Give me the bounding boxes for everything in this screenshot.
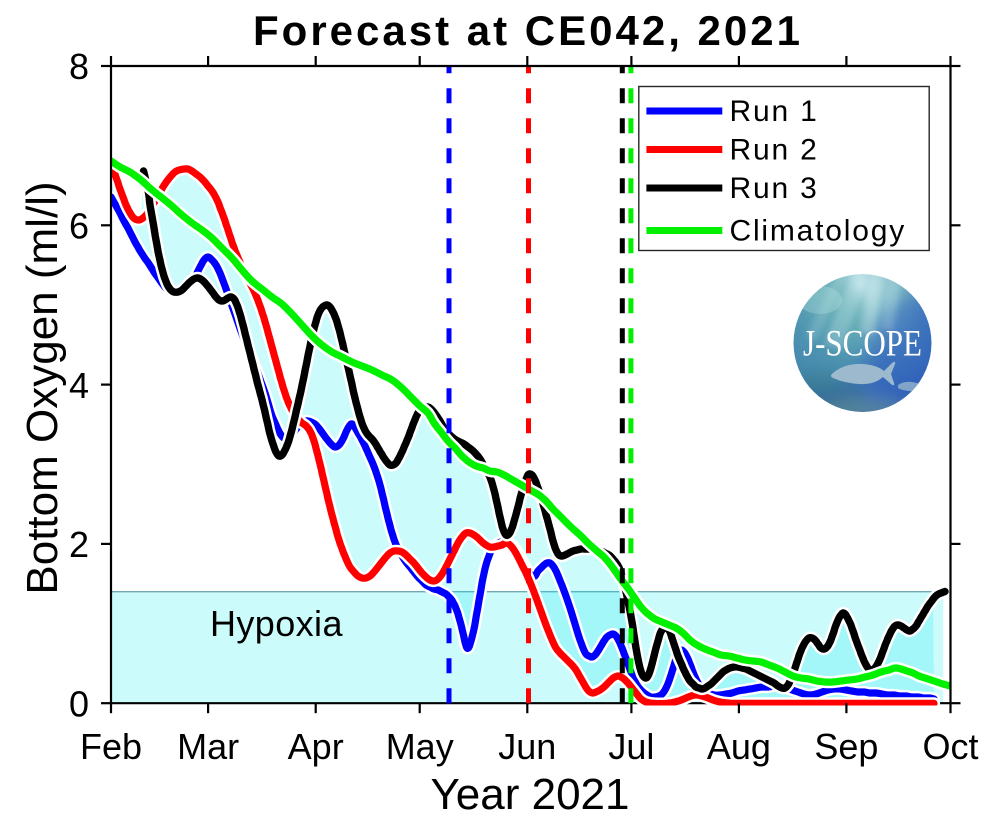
svg-text:Aug: Aug [707,726,771,767]
svg-text:Hypoxia: Hypoxia [210,603,343,644]
svg-text:Oct: Oct [922,726,978,767]
svg-text:Sep: Sep [814,726,878,767]
svg-text:8: 8 [69,46,89,87]
svg-text:Forecast at CE042, 2021: Forecast at CE042, 2021 [253,7,803,54]
svg-text:2: 2 [69,524,89,565]
svg-text:May: May [386,726,454,767]
svg-text:Run 1: Run 1 [730,95,819,128]
svg-text:Apr: Apr [288,726,344,767]
svg-text:Run 2: Run 2 [730,134,819,167]
svg-text:0: 0 [69,683,89,724]
svg-text:Run 3: Run 3 [730,172,819,205]
svg-text:Mar: Mar [177,726,239,767]
svg-text:4: 4 [69,365,89,406]
svg-text:Feb: Feb [80,726,142,767]
svg-text:J-SCOPE: J-SCOPE [803,324,922,365]
svg-text:Climatology: Climatology [730,215,907,248]
svg-text:Year 2021: Year 2021 [430,770,629,819]
svg-text:Jun: Jun [498,726,556,767]
svg-text:6: 6 [69,206,89,247]
svg-text:Jul: Jul [608,726,654,767]
svg-text:Bottom Oxygen (ml/l): Bottom Oxygen (ml/l) [18,181,67,594]
